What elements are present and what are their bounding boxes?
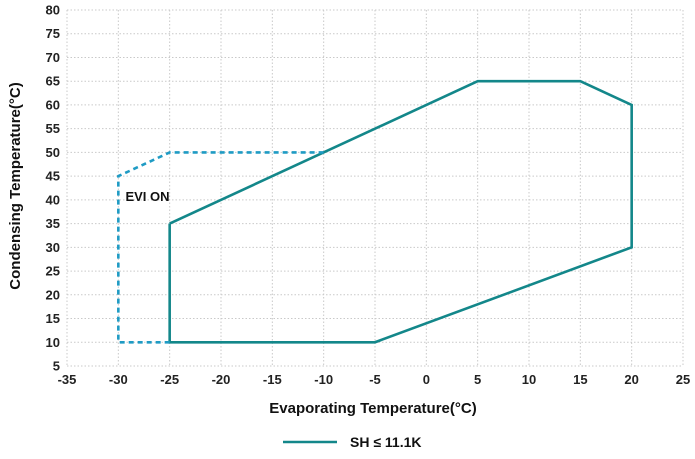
legend-label: SH ≤ 11.1K (350, 434, 422, 450)
y-tick-label: 70 (46, 50, 60, 65)
x-tick-label: -5 (369, 372, 381, 387)
series-layer (117, 79, 633, 344)
x-axis-ticks: -35 -30 -25 -20 -15 -10 -5 0 5 10 15 20 25 (58, 372, 691, 387)
x-tick-label: 0 (423, 372, 430, 387)
y-tick-label: 75 (46, 26, 60, 41)
x-tick-label: 5 (474, 372, 481, 387)
x-tick-label: -35 (58, 372, 77, 387)
y-tick-label: 45 (46, 169, 60, 184)
legend: SH ≤ 11.1K (283, 434, 422, 450)
series-evi-on-envelope (117, 151, 324, 344)
y-tick-label: 25 (46, 264, 60, 279)
y-tick-label: 50 (46, 145, 60, 160)
series-sh-envelope (168, 79, 633, 344)
x-tick-label: -25 (160, 372, 179, 387)
y-tick-label: 20 (46, 287, 60, 302)
y-tick-label: 40 (46, 192, 60, 207)
x-tick-label: -10 (314, 372, 333, 387)
y-tick-label: 60 (46, 97, 60, 112)
annotation-evi-on: EVI ON (125, 189, 169, 204)
x-tick-label: 25 (676, 372, 690, 387)
x-tick-label: 20 (624, 372, 638, 387)
x-tick-label: 10 (522, 372, 536, 387)
y-tick-label: 10 (46, 335, 60, 350)
y-tick-label: 5 (53, 359, 60, 374)
x-tick-label: -15 (263, 372, 282, 387)
y-tick-label: 65 (46, 74, 60, 89)
x-tick-label: -30 (109, 372, 128, 387)
x-tick-label: -20 (212, 372, 231, 387)
x-tick-label: 15 (573, 372, 587, 387)
y-tick-label: 80 (46, 3, 60, 18)
y-tick-label: 30 (46, 240, 60, 255)
y-tick-label: 55 (46, 121, 60, 136)
y-axis-title: Condensing Temperature(°C) (7, 82, 24, 289)
y-tick-label: 15 (46, 311, 60, 326)
y-axis-ticks: 5 10 15 20 25 30 35 40 45 50 55 60 65 70 75 80 (46, 3, 60, 374)
x-axis-title: Evaporating Temperature(°C) (269, 400, 476, 417)
annotations: EVI ON (125, 189, 169, 204)
y-tick-label: 35 (46, 216, 60, 231)
